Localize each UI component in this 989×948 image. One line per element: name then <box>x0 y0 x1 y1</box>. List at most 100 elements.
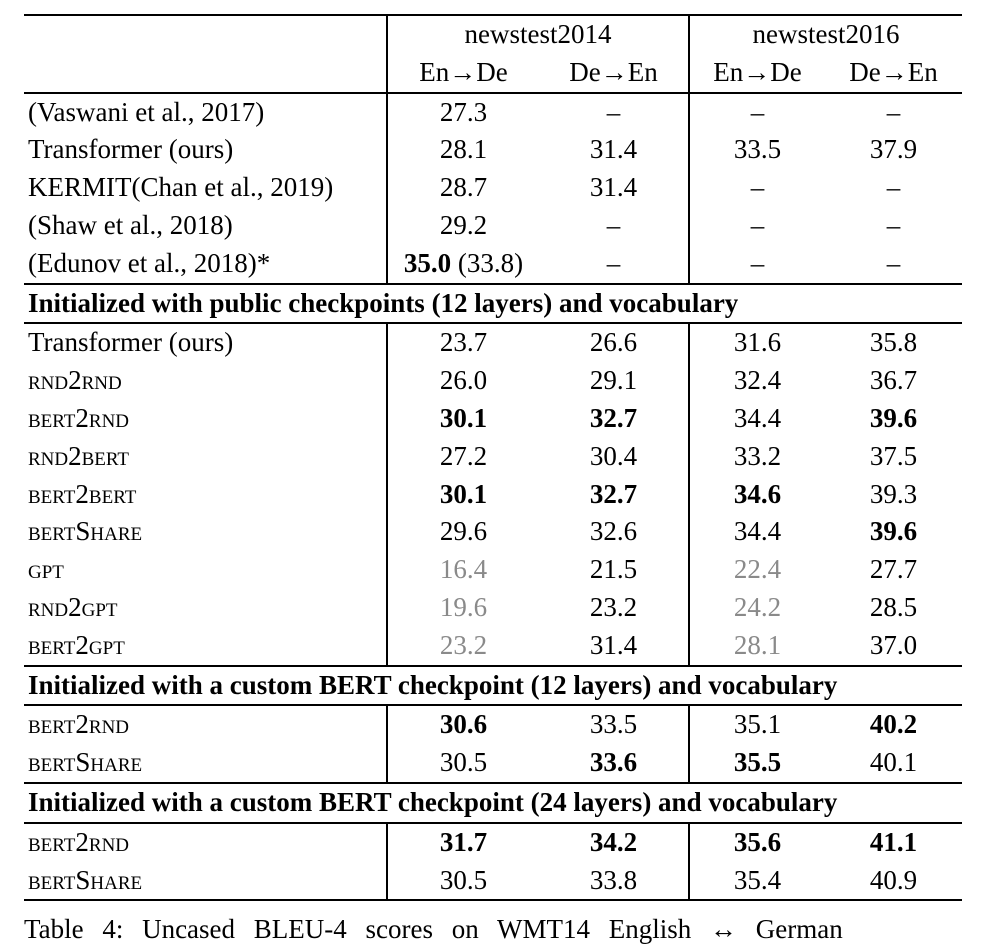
model-name-cell: bert2bert <box>28 478 137 509</box>
score-cell: 32.6 <box>539 513 689 551</box>
score-cell: – <box>539 245 689 284</box>
bleu-score-value: 39.6 <box>869 402 918 433</box>
bleu-score-value: 33.5 <box>733 134 782 165</box>
bleu-score-value: 21.5 <box>589 554 638 585</box>
score-cell: 34.4 <box>688 399 826 438</box>
table-row: bertShare 30.5 33.6 35.5 40.1 <box>24 744 962 783</box>
score-cell: 41.1 <box>825 823 962 862</box>
bleu-score-value: 35.6 <box>733 826 782 857</box>
bleu-score-value: 28.1 <box>733 629 782 660</box>
header-2016-en-de: En→De <box>688 53 826 94</box>
bleu-score-value: – <box>606 96 621 127</box>
score-cell: 27.7 <box>825 551 962 589</box>
score-cell: 37.5 <box>825 438 962 476</box>
table-row: (Shaw et al., 2018) 29.2 – – – <box>24 206 962 245</box>
score-cell: 33.2 <box>688 437 826 476</box>
bleu-score-value: – <box>606 209 621 240</box>
score-cell: 30.1 <box>386 475 539 514</box>
model-name-cell: bert2rnd <box>28 402 130 433</box>
bleu-score-value: 22.4 <box>733 554 782 585</box>
bleu-score-value: 40.2 <box>869 709 918 740</box>
bleu-score-value: 31.6 <box>733 327 782 358</box>
score-cell: 31.7 <box>386 822 539 862</box>
header-2016-de-en: De→En <box>825 53 963 94</box>
score-cell: – <box>825 207 962 245</box>
bleu-score-value: 34.6 <box>733 478 782 509</box>
score-cell: 35.6 <box>688 822 826 862</box>
score-cell: 28.7 <box>386 169 539 207</box>
bleu-score-value: 28.1 <box>439 134 488 165</box>
score-cell: 29.6 <box>386 513 539 552</box>
model-name-cell: bertShare <box>28 747 143 778</box>
bleu-score-value: 34.4 <box>733 402 782 433</box>
score-cell: 26.0 <box>386 362 539 400</box>
bleu-score-value: 30.4 <box>589 440 638 471</box>
header-row-groups: newstest2014 newstest2016 <box>24 14 963 54</box>
bleu-score-alternate: (33.8) <box>457 247 524 278</box>
bleu-results-table: newstest2014 newstest2016 En→De De→En En… <box>24 14 963 902</box>
score-cell: 35.1 <box>688 705 826 745</box>
bleu-score-value: 23.7 <box>439 327 488 358</box>
bleu-score-value: 27.2 <box>439 440 488 471</box>
model-name-cell: rnd2bert <box>28 440 130 471</box>
score-cell: 39.3 <box>825 476 962 514</box>
score-cell: 31.6 <box>688 323 826 363</box>
custom-24-layer-rows: bert2rnd 31.7 34.2 35.6 41.1 bertShare 30.5 33.… <box>24 822 963 902</box>
model-name-cell: bert2gpt <box>28 629 125 660</box>
bleu-score-value: – <box>886 96 901 127</box>
bleu-score-value: 35.0 <box>403 247 452 278</box>
header-row-directions: En→De De→En En→De De→En <box>24 53 963 94</box>
bleu-score-value: 41.1 <box>869 826 918 857</box>
bleu-score-value: – <box>750 96 765 127</box>
score-cell: – <box>688 244 826 284</box>
bleu-score-value: 27.3 <box>439 96 488 127</box>
score-cell: 33.6 <box>539 744 689 783</box>
section-header-row: Initialized with a custom BERT checkpoin… <box>24 781 963 824</box>
custom-12-layer-rows: bert2rnd 30.6 33.5 35.1 40.2 bertShare 30.5 33.… <box>24 705 962 783</box>
score-cell: – <box>825 245 962 284</box>
score-cell: – <box>688 92 826 132</box>
score-cell: 33.5 <box>688 131 826 170</box>
score-cell: 32.7 <box>539 400 689 438</box>
header-2014-en-de: En→De <box>386 53 539 94</box>
score-cell: 39.6 <box>825 513 962 551</box>
model-name-cell: rnd2gpt <box>28 591 118 622</box>
score-cell: 28.1 <box>688 626 826 666</box>
bleu-score-value: 29.6 <box>439 516 488 547</box>
bleu-score-value: 37.5 <box>869 440 918 471</box>
section-header-row: Initialized with public checkpoints (12 … <box>24 282 963 325</box>
table-row: bertShare 29.6 32.6 34.4 39.6 <box>24 513 962 552</box>
score-cell: 32.4 <box>688 362 826 400</box>
bleu-score-value: 26.6 <box>589 327 638 358</box>
score-cell: 35.0 (33.8) <box>386 244 539 284</box>
score-cell: 30.4 <box>539 438 689 476</box>
bleu-score-value: 24.2 <box>733 591 782 622</box>
bleu-score-value: 30.1 <box>439 478 488 509</box>
model-name-cell: KERMIT(Chan et al., 2019) <box>28 172 334 203</box>
score-cell: 35.4 <box>688 861 826 902</box>
baseline-rows: (Vaswani et al., 2017) 27.3– – – Transformer… <box>24 92 962 284</box>
table-row: bert2rnd 30.6 33.5 35.1 40.2 <box>24 705 962 745</box>
bleu-score-value: 34.2 <box>589 826 638 857</box>
table-row: bert2bert 30.1 32.7 34.6 39.3 <box>24 475 962 514</box>
score-cell: 37.9 <box>825 131 962 169</box>
score-cell: 35.5 <box>688 744 826 783</box>
bleu-score-value: 40.1 <box>869 747 918 778</box>
score-cell: 36.7 <box>825 362 962 400</box>
score-cell: 19.6 <box>386 588 539 627</box>
results-table-container: newstest2014 newstest2016 En→De De→En En… <box>24 14 963 902</box>
score-cell: – <box>539 207 689 245</box>
bleu-score-value: 30.6 <box>439 709 488 740</box>
table-caption: Table 4: Uncased BLEU-4 scores on WMT14 … <box>24 914 843 944</box>
header-newstest2016: newstest2016 <box>688 14 963 54</box>
bleu-score-value: 23.2 <box>589 591 638 622</box>
bleu-score-value: 39.6 <box>869 516 918 547</box>
table-row: Transformer (ours) 23.7 26.6 31.6 35.8 <box>24 323 962 363</box>
bleu-score-value: – <box>606 247 621 278</box>
section-custom-12-layers: Initialized with a custom BERT checkpoin… <box>24 664 963 707</box>
score-cell: 31.4 <box>539 169 689 207</box>
score-cell: 29.1 <box>539 362 689 400</box>
bleu-score-value: 37.0 <box>869 629 918 660</box>
score-cell: 30.1 <box>386 399 539 438</box>
score-cell: – <box>825 169 962 207</box>
